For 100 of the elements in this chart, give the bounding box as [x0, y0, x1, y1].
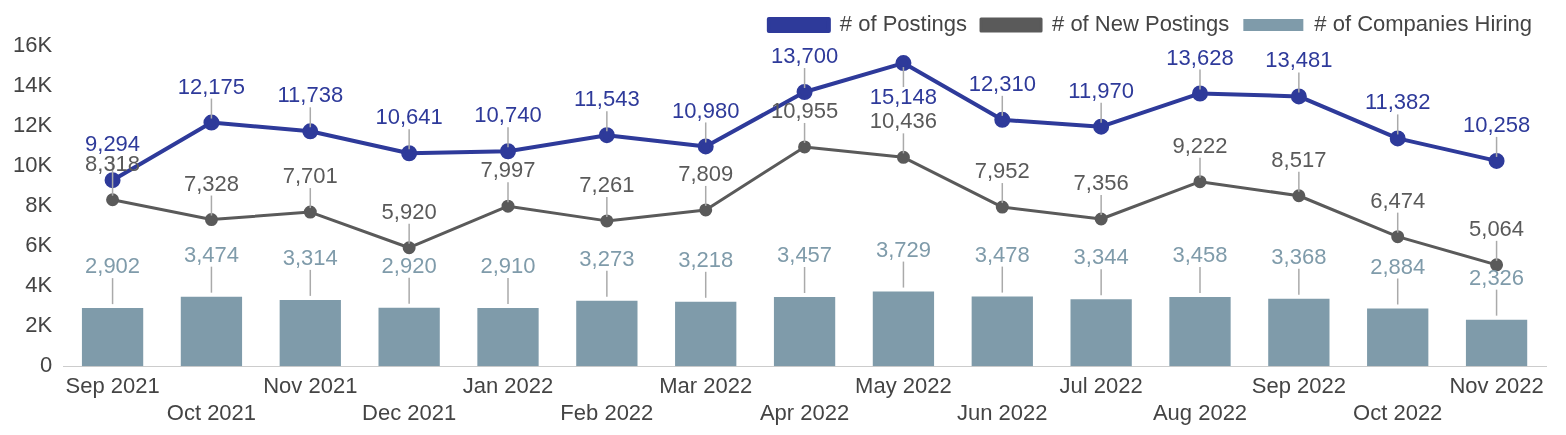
x-tick-label: Jun 2022	[957, 399, 1048, 425]
point	[1391, 230, 1405, 244]
bar	[81, 308, 144, 367]
legend-label: # of Postings	[839, 11, 968, 37]
x-tick-label: Aug 2022	[1152, 399, 1248, 425]
x-tick-label: Apr 2022	[759, 399, 850, 425]
bar	[872, 291, 935, 367]
x-tick-label: Feb 2022	[560, 399, 654, 425]
point	[1094, 212, 1108, 226]
data-label: 10,955	[770, 98, 839, 124]
data-label: 11,382	[1364, 89, 1431, 115]
bar	[1367, 308, 1429, 367]
data-label: 5,920	[381, 198, 437, 224]
x-tick-label: Sep 2022	[1251, 373, 1346, 399]
x-tick-label: Nov 2022	[1449, 373, 1544, 399]
data-label: 8,517	[1271, 146, 1327, 172]
data-label: 10,258	[1462, 111, 1531, 137]
point	[401, 145, 418, 162]
y-tick-label: 12K	[12, 112, 53, 138]
x-tick-label: Jan 2022	[462, 373, 554, 399]
data-label: 7,261	[579, 171, 635, 197]
legend-label: # of New Postings	[1052, 11, 1230, 37]
point	[994, 111, 1011, 128]
point	[1193, 175, 1207, 189]
data-label: 7,701	[282, 163, 338, 189]
x-tick-label: Nov 2021	[263, 373, 358, 399]
data-label: 3,478	[974, 241, 1030, 267]
legend-label: # of Companies Hiring	[1314, 11, 1533, 37]
y-tick-label: 16K	[12, 32, 53, 58]
x-tick-label: Dec 2021	[362, 399, 457, 425]
data-label: 2,920	[381, 252, 437, 278]
data-label: 11,970	[1068, 77, 1134, 103]
y-tick-label: 6K	[25, 232, 53, 258]
bar	[477, 307, 539, 367]
data-label: 3,273	[579, 245, 635, 271]
data-label: 12,310	[968, 70, 1036, 96]
point	[1292, 189, 1306, 203]
point	[1192, 85, 1208, 102]
point	[600, 214, 614, 228]
bar	[971, 296, 1033, 367]
data-label: 13,700	[770, 43, 839, 69]
point	[1488, 152, 1505, 169]
data-label: 5,064	[1469, 215, 1525, 241]
data-label: 13,628	[1166, 44, 1234, 70]
data-label: 9,294	[85, 131, 141, 157]
bar	[1070, 299, 1132, 367]
data-label: 7,997	[480, 157, 536, 183]
point	[500, 143, 516, 160]
point	[204, 213, 218, 227]
data-label: 3,729	[875, 236, 931, 262]
bar	[1169, 297, 1231, 367]
data-label: 10,740	[474, 102, 542, 128]
point	[896, 150, 910, 164]
x-tick-label: Sep 2021	[65, 373, 160, 399]
point	[598, 127, 615, 144]
point	[1290, 88, 1307, 105]
x-tick-label: Oct 2021	[166, 399, 257, 425]
data-label: 3,344	[1073, 244, 1129, 270]
data-label: 15,148	[869, 84, 938, 110]
y-tick-label: 10K	[12, 152, 53, 178]
data-label: 6,474	[1370, 187, 1426, 213]
x-tick-label: Jul 2022	[1059, 373, 1143, 399]
bar	[180, 296, 243, 367]
data-label: 10,641	[375, 104, 443, 130]
data-label: 12,175	[177, 73, 246, 99]
point	[1389, 130, 1406, 147]
data-label: 3,314	[282, 244, 338, 270]
y-tick-label: 2K	[25, 312, 53, 338]
point	[106, 193, 120, 207]
data-label: 10,980	[672, 97, 740, 123]
y-tick-label: 8K	[25, 192, 53, 218]
data-label: 2,902	[85, 253, 141, 279]
data-label: 11,738	[277, 82, 344, 108]
data-label: 11,543	[574, 86, 640, 112]
data-label: 3,458	[1172, 242, 1228, 268]
data-label: 13,481	[1265, 47, 1333, 73]
x-tick-label: May 2022	[855, 373, 952, 399]
point	[796, 84, 813, 101]
point	[895, 55, 912, 72]
data-label: 7,356	[1073, 170, 1129, 196]
x-tick-label: Mar 2022	[659, 373, 753, 399]
bar	[576, 300, 638, 367]
point	[798, 140, 812, 154]
point	[203, 114, 220, 131]
data-label: 3,368	[1271, 243, 1327, 269]
point	[995, 200, 1009, 214]
bar	[773, 297, 836, 367]
data-label: 3,457	[777, 242, 833, 268]
bar	[1465, 319, 1528, 367]
y-tick-label: 0	[39, 352, 53, 378]
point	[501, 199, 515, 213]
bar	[378, 307, 440, 367]
data-label: 3,474	[183, 241, 239, 267]
data-label: 7,809	[678, 160, 734, 186]
point	[1093, 118, 1110, 135]
y-tick-label: 4K	[25, 272, 53, 298]
bar	[1268, 298, 1330, 367]
point	[303, 205, 317, 219]
data-label: 10,436	[869, 108, 938, 134]
y-tick-label: 14K	[12, 72, 53, 98]
